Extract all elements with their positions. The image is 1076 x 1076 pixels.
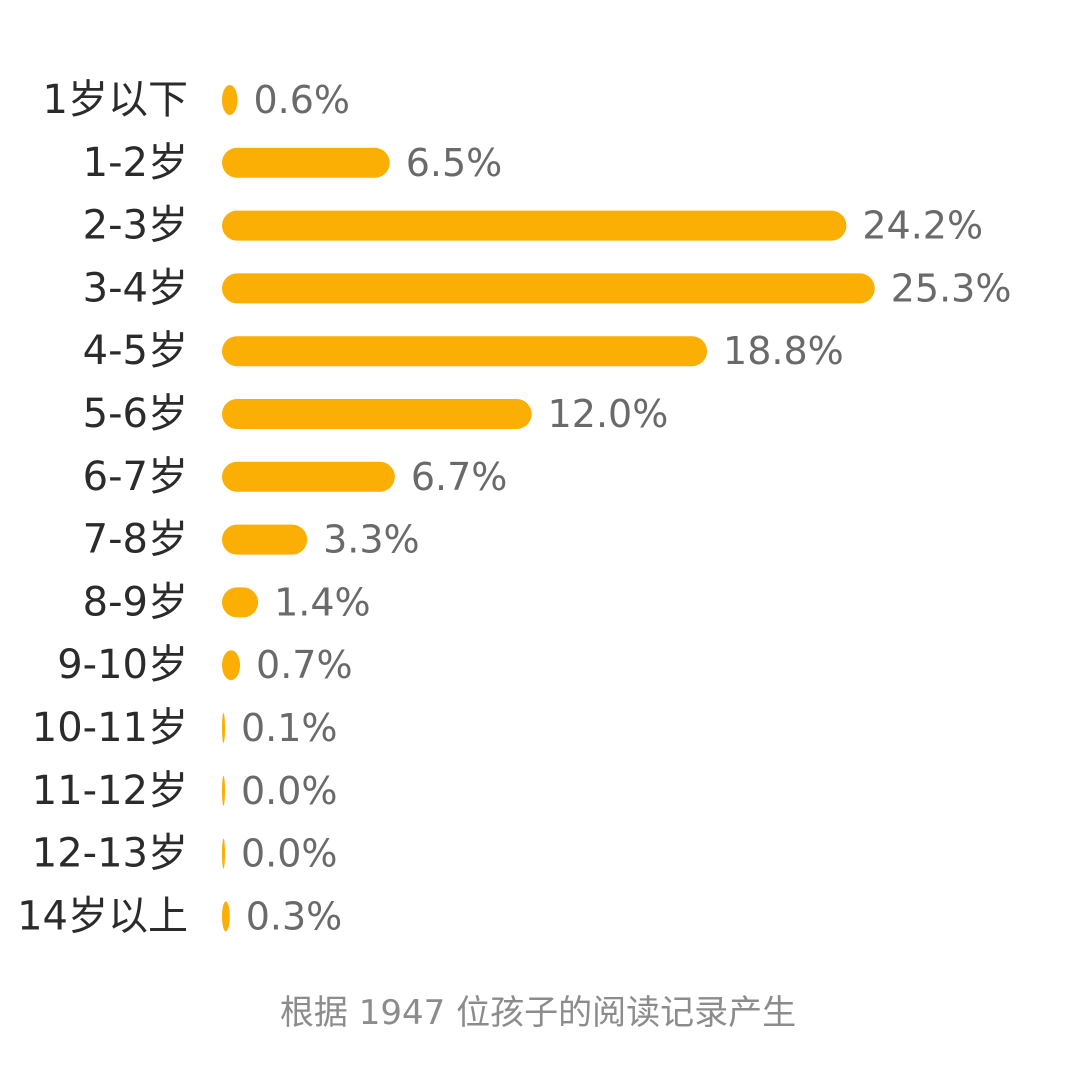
bar	[222, 838, 225, 869]
value-label: 0.0%	[241, 832, 338, 876]
category-label: 1岁以下	[43, 77, 188, 123]
category-label: 4-5岁	[83, 328, 188, 374]
category-label: 6-7岁	[83, 454, 188, 500]
category-label: 8-9岁	[83, 579, 188, 625]
category-label: 9-10岁	[57, 642, 188, 688]
bar	[222, 399, 532, 429]
category-label: 10-11岁	[32, 705, 188, 751]
value-label: 3.3%	[323, 518, 420, 562]
chart-footnote: 根据 1947 位孩子的阅读记录产生	[279, 993, 797, 1033]
bar	[222, 650, 241, 681]
bar	[222, 210, 847, 241]
bar	[222, 85, 238, 115]
value-label: 0.7%	[256, 643, 353, 687]
bar	[222, 587, 259, 618]
value-label: 6.7%	[411, 455, 508, 499]
value-label: 0.6%	[253, 78, 350, 122]
category-label: 14岁以上	[17, 893, 188, 939]
value-label: 0.0%	[241, 769, 338, 813]
category-label: 2-3岁	[83, 203, 188, 249]
bar	[222, 901, 230, 932]
bar	[222, 147, 390, 178]
value-label: 24.2%	[862, 204, 983, 248]
category-label: 3-4岁	[83, 265, 188, 311]
category-label: 11-12岁	[32, 768, 188, 814]
value-label: 6.5%	[406, 141, 503, 185]
bar	[222, 524, 308, 555]
value-label: 12.0%	[548, 392, 669, 436]
value-label: 0.3%	[246, 894, 343, 938]
bar	[222, 273, 875, 304]
bar	[222, 461, 395, 492]
value-label: 25.3%	[891, 266, 1012, 310]
value-label: 0.1%	[241, 706, 338, 750]
bar	[222, 713, 225, 743]
bar	[222, 336, 708, 367]
category-label: 12-13岁	[32, 831, 188, 877]
category-label: 7-8岁	[83, 517, 188, 563]
category-label: 5-6岁	[83, 391, 188, 437]
category-label: 1-2岁	[83, 140, 188, 186]
value-label: 1.4%	[274, 580, 371, 624]
value-label: 18.8%	[723, 329, 844, 373]
bar	[222, 775, 225, 806]
